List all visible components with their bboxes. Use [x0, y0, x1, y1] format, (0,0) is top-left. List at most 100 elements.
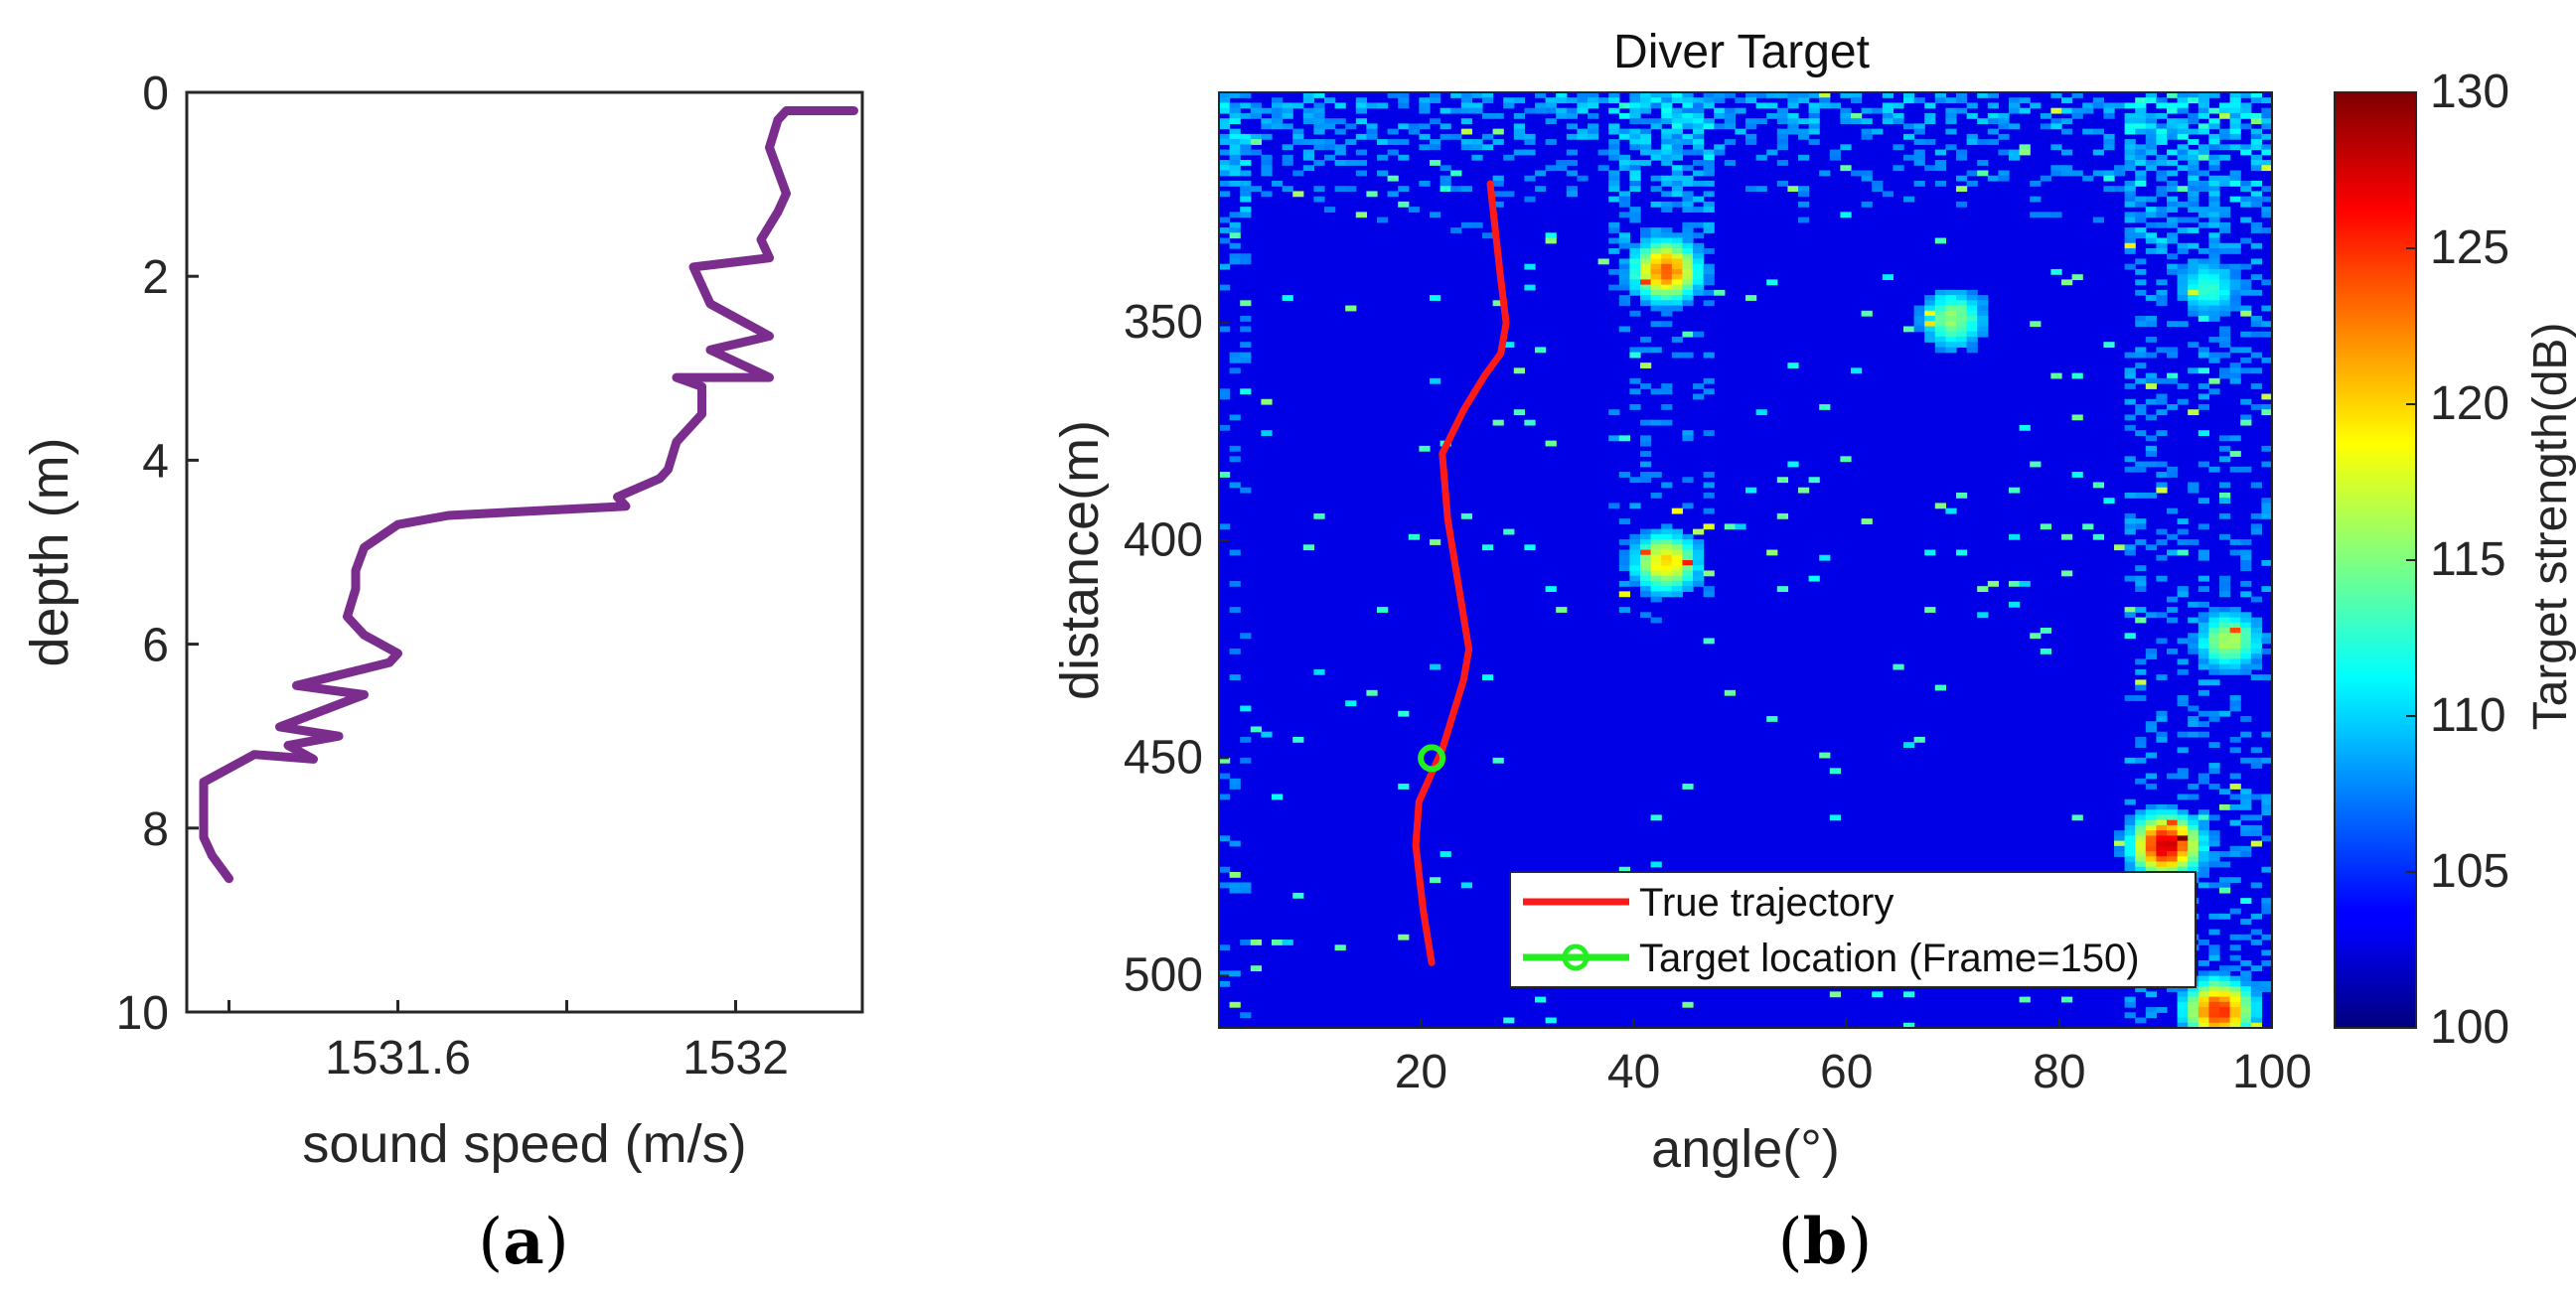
heatmap-cell: [2229, 144, 2241, 151]
heatmap-cell: [1229, 456, 1241, 463]
heatmap-cell: [1640, 279, 1652, 286]
heatmap-cell: [2092, 128, 2104, 135]
heatmap-cell: [1430, 160, 1441, 166]
heatmap-cell: [1640, 284, 1652, 291]
heatmap-cell: [1492, 191, 1504, 198]
heatmap-cell: [1977, 160, 1989, 166]
heatmap-cell: [2229, 773, 2241, 780]
heatmap-cell: [2092, 217, 2104, 223]
heatmap-cell: [1440, 186, 1451, 193]
heatmap-cell: [1492, 300, 1504, 307]
heatmap-cell: [1650, 472, 1662, 478]
heatmap-cell: [1755, 186, 1767, 193]
heatmap-cell: [2156, 133, 2168, 140]
heatmap-cell: [1640, 248, 1652, 254]
heatmap-cell: [2219, 175, 2231, 182]
heatmap-cell: [1851, 92, 1863, 98]
heatmap-cell: [2208, 352, 2220, 359]
heatmap-cell: [2208, 310, 2220, 317]
heatmap-cell: [2061, 170, 2073, 177]
heatmap-cell: [2135, 607, 2147, 613]
heatmap-cell: [1556, 112, 1568, 119]
heatmap-cell: [2250, 274, 2262, 280]
heatmap-cell: [1903, 154, 1915, 161]
heatmap-cell: [1703, 248, 1715, 254]
heatmap-cell: [1229, 549, 1241, 556]
heatmap-cell: [1661, 580, 1673, 587]
heatmap-cell: [2250, 367, 2262, 374]
heatmap-cell: [1693, 253, 1705, 260]
heatmap-cell: [1355, 107, 1367, 114]
heatmap-cell: [2197, 643, 2209, 650]
heatmap-cell: [2188, 819, 2199, 826]
heatmap-cell: [2103, 107, 2115, 114]
heatmap-cell: [2145, 383, 2157, 389]
heatmap-cell: [2240, 638, 2252, 645]
heatmap-cell: [2188, 274, 2199, 280]
heatmap-cell: [2188, 731, 2199, 738]
heatmap-cell: [2009, 580, 2021, 587]
heatmap-cell: [2229, 996, 2241, 1003]
heatmap-cell: [1924, 102, 1936, 109]
heatmap-cell: [1987, 118, 1999, 124]
heatmap-cell: [1808, 112, 1820, 119]
colorbar-label: Target strength(dB): [2524, 323, 2576, 731]
heatmap-cell: [1292, 139, 1304, 145]
heatmap-cell: [2219, 289, 2231, 296]
heatmap-cell: [1282, 102, 1293, 109]
heatmap-cell: [2208, 336, 2220, 343]
heatmap-cell: [1650, 528, 1662, 535]
heatmap-cell: [1693, 539, 1705, 545]
heatmap-cell: [2208, 954, 2220, 961]
heatmap-cell: [1640, 118, 1652, 124]
heatmap-cell: [1229, 118, 1241, 124]
heatmap-cell: [1250, 112, 1262, 119]
heatmap-cell: [2208, 851, 2220, 857]
heatmap-cell: [2145, 653, 2157, 660]
heatmap-cell: [1661, 591, 1673, 598]
heatmap-cell: [2071, 414, 2083, 421]
target-location-marker: [1418, 744, 1446, 773]
heatmap-cell: [2197, 295, 2209, 301]
heatmap-cell: [2229, 97, 2241, 104]
heatmap-cell: [1282, 107, 1293, 114]
heatmap-cell: [2145, 824, 2157, 831]
heatmap-cell: [1977, 331, 1989, 338]
heatmap-cell: [1618, 591, 1630, 598]
heatmap-cell: [2177, 398, 2189, 405]
heatmap-cell: [1977, 92, 1989, 98]
heatmap-cell: [1503, 97, 1515, 104]
heatmap-cell: [2124, 861, 2136, 868]
heatmap-cell: [2071, 372, 2083, 379]
heatmap-cell: [1229, 133, 1241, 140]
heatmap-cell: [1355, 160, 1367, 166]
heatmap-cell: [1693, 133, 1705, 140]
heatmap-cell: [2135, 617, 2147, 624]
heatmap-cell: [1934, 165, 1946, 172]
heatmap-cell: [2135, 352, 2147, 359]
heatmap-cell: [2156, 212, 2168, 218]
heatmap-cell: [1272, 102, 1284, 109]
heatmap-cell: [2197, 959, 2209, 966]
heatmap-cell: [2167, 549, 2179, 556]
heatmap-cell: [1661, 523, 1673, 530]
heatmap-cell: [1671, 263, 1683, 270]
heatmap-cell: [1566, 133, 1578, 140]
heatmap-cell: [1861, 310, 1873, 317]
heatmap-cell: [1282, 160, 1293, 166]
heatmap-cell: [2188, 856, 2199, 863]
heatmap-cell: [2250, 814, 2262, 821]
heatmap-cell: [2135, 196, 2147, 203]
heatmap-cell: [2197, 367, 2209, 374]
heatmap-cell: [1640, 295, 1652, 301]
heatmap-cell: [1966, 300, 1978, 307]
heatmap-cell: [2124, 512, 2136, 519]
heatmap-cell: [2071, 170, 2083, 177]
heatmap-cell: [2188, 279, 2199, 286]
heatmap-cell: [1219, 882, 1231, 889]
heatmap-cell: [2156, 207, 2168, 213]
heatmap-cell: [2240, 991, 2252, 998]
heatmap-cell: [1755, 409, 1767, 416]
heatmap-cell: [2145, 92, 2157, 98]
heatmap-cell: [2030, 321, 2042, 328]
